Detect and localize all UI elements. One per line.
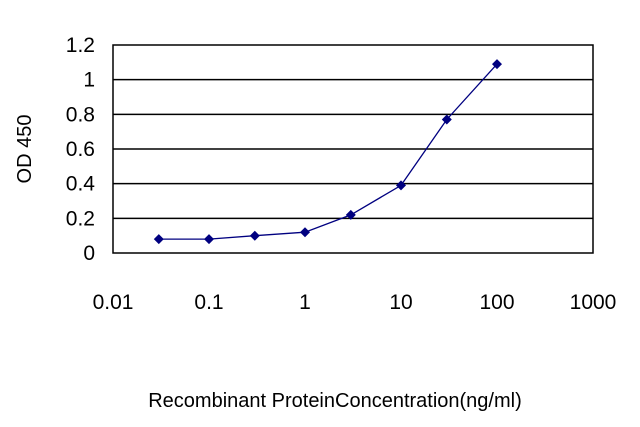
series-line bbox=[158, 63, 498, 240]
x-tick-label: 1 bbox=[299, 291, 311, 314]
data-point bbox=[300, 227, 310, 238]
x-tick-label: 10 bbox=[389, 291, 412, 314]
series-group bbox=[153, 59, 502, 245]
y-tick-label: 1.2 bbox=[66, 34, 95, 57]
data-point bbox=[441, 114, 452, 125]
y-tick-label: 1 bbox=[83, 69, 95, 92]
y-tick-label: 0.4 bbox=[66, 173, 96, 196]
data-point bbox=[249, 230, 260, 241]
y-tick-label: 0 bbox=[83, 242, 95, 265]
data-point bbox=[492, 59, 502, 70]
x-axis-title: Recombinant ProteinConcentration(ng/ml) bbox=[148, 390, 522, 412]
x-tick-label: 100 bbox=[479, 291, 514, 314]
data-point bbox=[204, 234, 214, 245]
x-tick-labels: 0.01 0.1 1 10 100 1000 bbox=[93, 291, 617, 314]
data-point bbox=[345, 209, 356, 220]
gridlines bbox=[113, 78, 593, 220]
data-point bbox=[396, 180, 406, 191]
y-tick-label: 0.8 bbox=[66, 103, 95, 126]
y-tick-label: 0.6 bbox=[66, 138, 95, 161]
data-point bbox=[153, 234, 164, 245]
x-tick-label: 0.1 bbox=[194, 291, 223, 314]
x-tick-label: 0.01 bbox=[93, 291, 134, 314]
y-axis-title: OD 450 bbox=[14, 115, 36, 184]
x-tick-label: 1000 bbox=[570, 291, 617, 314]
y-tick-labels: 0 0.2 0.4 0.6 0.8 1 1.2 bbox=[66, 34, 96, 265]
y-tick-label: 0.2 bbox=[66, 207, 95, 230]
